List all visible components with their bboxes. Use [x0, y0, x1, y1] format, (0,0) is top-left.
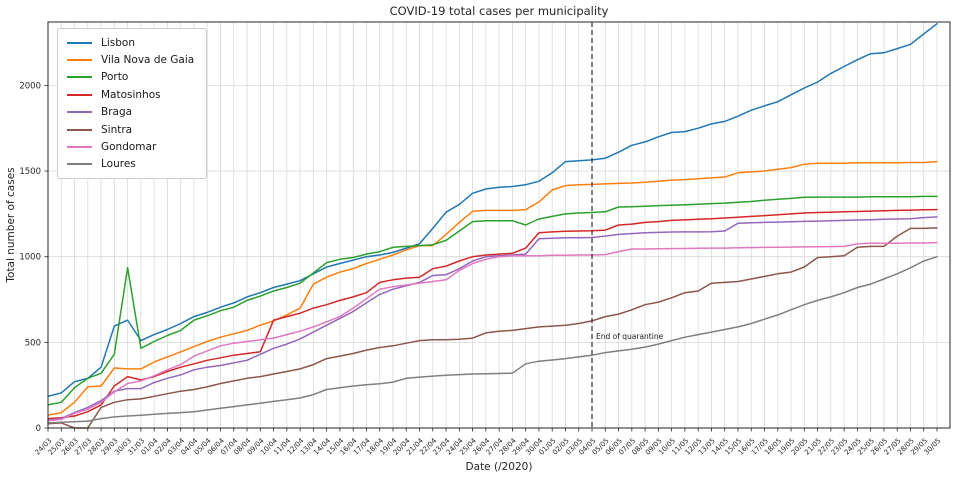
- y-tick-label: 1000: [19, 253, 41, 263]
- legend-line-swatch-loures: [67, 163, 92, 166]
- y-tick-label: 1500: [19, 167, 41, 177]
- plot-border: [47, 21, 951, 429]
- series-line-gondomar: [47, 241, 938, 422]
- series-line-sintra: [47, 227, 938, 429]
- legend-line-swatch-vila-nova-de-gaia: [67, 59, 92, 62]
- series-line-vila-nova-de-gaia: [47, 160, 938, 416]
- legend-item-gondomar: Gondomar: [67, 138, 194, 155]
- legend-line-swatch-sintra: [67, 128, 92, 131]
- legend-label-matosinhos: Matosinhos: [101, 88, 161, 101]
- legend: Lisbon Vila Nova de Gaia Porto Matosinho…: [57, 28, 208, 180]
- legend-line-swatch-gondomar: [67, 146, 92, 149]
- legend-item-vila-nova-de-gaia: Vila Nova de Gaia: [67, 51, 194, 68]
- legend-label-sintra: Sintra: [101, 123, 133, 136]
- legend-label-lisbon: Lisbon: [101, 36, 135, 49]
- legend-item-porto: Porto: [67, 69, 194, 86]
- series-line-porto: [47, 195, 938, 406]
- legend-item-matosinhos: Matosinhos: [67, 86, 194, 103]
- quarantine-annotation: End of quarantine: [596, 332, 664, 341]
- series-line-braga: [47, 216, 938, 422]
- legend-line-swatch-braga: [67, 111, 92, 114]
- series-line-lisbon: [47, 22, 938, 398]
- x-axis-label: Date (/2020): [466, 461, 533, 473]
- legend-line-swatch-matosinhos: [67, 93, 92, 96]
- y-axis-label: Total number of cases: [5, 167, 17, 283]
- legend-item-loures: Loures: [67, 156, 194, 173]
- legend-label-porto: Porto: [101, 71, 129, 84]
- y-tick-label: 2000: [19, 81, 41, 91]
- y-tick-label: 0: [36, 424, 41, 434]
- legend-item-lisbon: Lisbon: [67, 34, 194, 51]
- legend-label-vila-nova-de-gaia: Vila Nova de Gaia: [101, 54, 195, 67]
- legend-item-braga: Braga: [67, 104, 194, 121]
- legend-label-braga: Braga: [101, 106, 133, 119]
- legend-item-sintra: Sintra: [67, 121, 194, 138]
- y-tick-label: 500: [25, 338, 41, 348]
- legend-line-swatch-lisbon: [67, 41, 92, 44]
- legend-label-loures: Loures: [101, 158, 136, 171]
- series-line-loures: [47, 255, 938, 424]
- legend-label-gondomar: Gondomar: [101, 141, 157, 154]
- chart-title: COVID-19 total cases per municipality: [390, 4, 609, 18]
- legend-line-swatch-porto: [67, 76, 92, 79]
- series-line-matosinhos: [47, 208, 938, 420]
